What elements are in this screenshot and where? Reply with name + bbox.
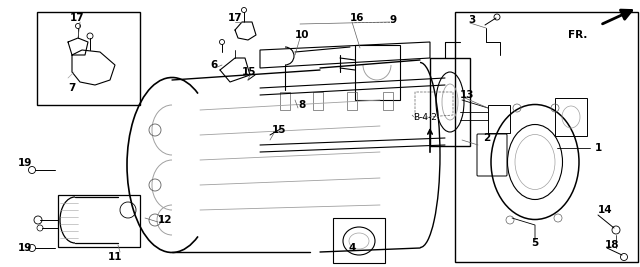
Bar [58,195,140,247]
Bar [555,98,587,136]
Text: 8: 8 [298,100,305,110]
Text: 14: 14 [598,205,612,215]
Text: 13: 13 [460,90,474,100]
Text: 4: 4 [348,243,356,253]
Text: 15: 15 [242,67,257,77]
Text: 18: 18 [605,240,620,250]
Bar [430,58,470,146]
Bar [488,105,510,133]
Text: 17: 17 [228,13,243,23]
Text: 9: 9 [390,15,397,25]
Text: 1: 1 [595,143,602,153]
Text: 3: 3 [468,15,476,25]
Bar [37,12,140,105]
Text: 7: 7 [68,83,76,93]
Bar [313,92,323,110]
Bar [347,92,357,110]
Text: 19: 19 [18,243,32,253]
Bar [280,92,290,110]
Text: 17: 17 [70,13,84,23]
Bar [455,12,638,262]
Text: 10: 10 [295,30,310,40]
Text: 19: 19 [18,158,32,168]
Text: 12: 12 [158,215,173,225]
Bar [333,218,385,263]
Text: 15: 15 [272,125,287,135]
Text: 5: 5 [531,238,539,248]
Bar [383,92,393,110]
Text: 6: 6 [210,60,217,70]
Text: B-4-2: B-4-2 [413,113,437,123]
Text: 2: 2 [483,133,490,143]
Text: 11: 11 [108,252,122,262]
Bar [355,45,400,100]
Text: FR.: FR. [568,30,588,40]
Text: 16: 16 [350,13,365,23]
